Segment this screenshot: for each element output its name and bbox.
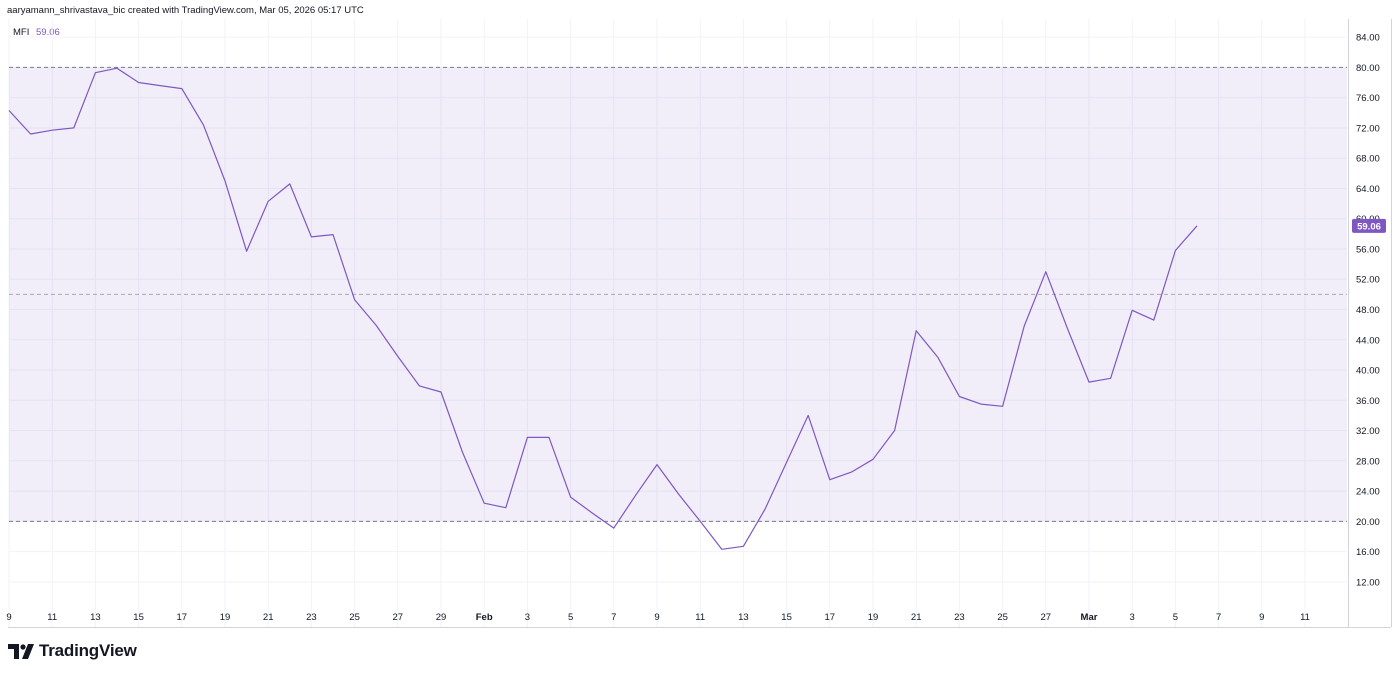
x-tick-label: 9 xyxy=(6,612,11,623)
x-tick-label: 13 xyxy=(90,612,101,623)
x-tick-label: 21 xyxy=(911,612,922,623)
tradingview-logo-icon xyxy=(8,643,34,659)
x-tick-label: 17 xyxy=(177,612,188,623)
mfi-band xyxy=(9,66,1347,522)
x-tick-label: 7 xyxy=(611,612,616,623)
axes: 84.0080.0076.0072.0068.0064.0060.0056.00… xyxy=(6,19,1392,628)
x-tick-label: 15 xyxy=(781,612,792,623)
indicator-name: MFI xyxy=(13,27,30,38)
x-tick-label: 11 xyxy=(47,612,57,623)
brand-name: TradingView xyxy=(39,641,137,660)
mfi-series-line xyxy=(8,67,1198,550)
y-tick-label: 20.00 xyxy=(1356,517,1380,528)
y-tick-label: 36.00 xyxy=(1356,396,1380,407)
x-tick-label: 23 xyxy=(306,612,317,623)
y-tick-label: 80.00 xyxy=(1356,63,1380,74)
x-tick-label: 19 xyxy=(868,612,879,623)
x-tick-label: Mar xyxy=(1081,612,1098,623)
x-tick-label: 13 xyxy=(738,612,749,623)
y-tick-label: 64.00 xyxy=(1356,184,1380,195)
x-tick-label: 7 xyxy=(1216,612,1221,623)
y-tick-label: 32.00 xyxy=(1356,426,1380,437)
y-tick-label: 16.00 xyxy=(1356,547,1380,558)
y-tick-label: 48.00 xyxy=(1356,305,1380,316)
y-tick-label: 76.00 xyxy=(1356,93,1380,104)
y-tick-label: 52.00 xyxy=(1356,275,1380,286)
x-tick-label: 5 xyxy=(568,612,573,623)
y-tick-label: 40.00 xyxy=(1356,366,1380,377)
x-tick-label: 25 xyxy=(349,612,360,623)
x-tick-label: 9 xyxy=(1259,612,1264,623)
x-tick-label: 3 xyxy=(525,612,530,623)
x-tick-label: 15 xyxy=(133,612,144,623)
x-tick-label: 19 xyxy=(220,612,231,623)
x-tick-label: 5 xyxy=(1173,612,1178,623)
x-tick-label: 21 xyxy=(263,612,274,623)
x-tick-label: 9 xyxy=(654,612,659,623)
mfi-chart[interactable]: 84.0080.0076.0072.0068.0064.0060.0056.00… xyxy=(0,0,1400,640)
brand: TradingView xyxy=(8,641,137,661)
y-tick-label: 56.00 xyxy=(1356,244,1380,255)
y-tick-label: 24.00 xyxy=(1356,487,1380,498)
x-tick-label: 23 xyxy=(954,612,965,623)
x-tick-label: 11 xyxy=(1300,612,1310,623)
x-tick-label: 27 xyxy=(1041,612,1052,623)
y-tick-label: 44.00 xyxy=(1356,335,1380,346)
indicator-legend[interactable]: MFI 59.06 xyxy=(13,27,60,38)
y-tick-label: 84.00 xyxy=(1356,33,1380,44)
x-tick-label: Feb xyxy=(476,612,493,623)
y-tick-label: 68.00 xyxy=(1356,154,1380,165)
indicator-value: 59.06 xyxy=(36,27,60,38)
chart-credit: aaryamann_shrivastava_bic created with T… xyxy=(7,5,364,16)
x-tick-label: 29 xyxy=(436,612,447,623)
last-value-badge xyxy=(1352,218,1386,233)
x-tick-label: 25 xyxy=(997,612,1008,623)
mfi-line-layer xyxy=(8,67,1198,550)
y-tick-label: 12.00 xyxy=(1356,577,1380,588)
last-value-label: 59.06 xyxy=(1357,221,1381,232)
x-tick-label: 11 xyxy=(695,612,705,623)
y-tick-label: 72.00 xyxy=(1356,123,1380,134)
x-tick-label: 17 xyxy=(825,612,836,623)
x-tick-label: 27 xyxy=(393,612,404,623)
x-tick-label: 3 xyxy=(1130,612,1135,623)
y-tick-label: 28.00 xyxy=(1356,456,1380,467)
